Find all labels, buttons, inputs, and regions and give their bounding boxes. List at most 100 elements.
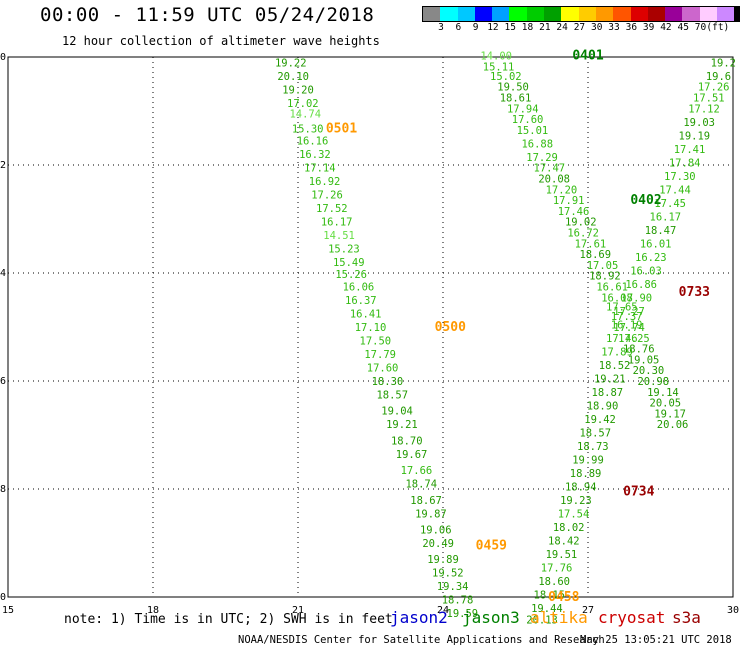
swh-data-label: 16.88	[521, 138, 553, 150]
pass-label: 0500	[435, 320, 466, 335]
swh-data-label: 16.92	[309, 176, 341, 188]
swh-data-label: 17.12	[688, 103, 720, 115]
color-swatch	[665, 7, 683, 21]
swh-data-label: 17.26	[311, 190, 343, 202]
swh-data-label: 17.37	[611, 311, 643, 323]
color-swatch	[492, 7, 510, 21]
swh-data-label: 19.42	[584, 414, 616, 426]
swh-data-label: 19.44	[531, 603, 563, 615]
legend-item: jason2	[390, 608, 448, 627]
swh-data-label: 17.26	[698, 82, 730, 94]
color-swatch	[613, 7, 631, 21]
swh-data-label: 18.52	[599, 360, 631, 372]
swh-data-label: 15.23	[328, 244, 360, 256]
swh-data-label: 18.60	[538, 576, 570, 588]
swh-data-label: 18.90	[587, 400, 619, 412]
swh-data-label: 17.46	[558, 206, 590, 218]
color-scale-label: 27	[573, 22, 586, 33]
swh-data-label: 14.00	[480, 50, 512, 62]
color-swatch	[423, 7, 441, 21]
swh-data-label: 19.34	[437, 581, 469, 593]
swh-data-label: 18.89	[570, 468, 602, 480]
swh-data-label: 18.57	[376, 390, 408, 402]
swh-data-label: 19.50	[497, 82, 529, 94]
color-scale-label: 15	[504, 22, 516, 33]
swh-data-label: 18.15	[534, 589, 566, 601]
color-scale-label: 21	[539, 22, 551, 33]
swh-data-label: 15.01	[517, 125, 549, 137]
swh-data-label: 16.86	[625, 279, 657, 291]
swh-data-label: 16.03	[630, 265, 662, 277]
swh-data-label: 18.57	[579, 427, 611, 439]
swh-data-label: 17.41	[674, 144, 706, 156]
color-scale-label: 6	[455, 22, 462, 33]
swh-data-label: 19.23	[560, 495, 592, 507]
color-scale-label: 3	[438, 22, 444, 33]
swh-data-label: 20.49	[422, 538, 454, 550]
color-swatch	[682, 7, 700, 21]
swh-data-label: 17.05	[587, 260, 619, 272]
swh-data-label: 17.30	[664, 171, 696, 183]
swh-data-label: 20.10	[277, 71, 309, 83]
swh-data-label: 17.46	[606, 333, 638, 345]
swh-data-label: 20.13	[526, 615, 558, 627]
color-scale-label: 39	[642, 22, 655, 33]
swh-data-label: 17.52	[316, 203, 348, 215]
swh-data-label: 17.84	[669, 157, 701, 169]
swh-data-label: 15.11	[483, 62, 515, 74]
swh-data-label: 17.47	[534, 163, 566, 175]
swh-data-label: 17.90	[621, 292, 653, 304]
legend-item: s3a	[672, 608, 701, 627]
y-tick-label: -50	[0, 592, 6, 603]
swh-data-label: 14.51	[323, 230, 355, 242]
swh-data-label: 19.20	[282, 84, 314, 96]
swh-data-label: 17.61	[575, 238, 607, 250]
swh-data-label: 19.19	[679, 130, 711, 142]
swh-data-label: 17.51	[693, 93, 725, 105]
color-swatch	[509, 7, 527, 21]
color-scale-label: 24	[556, 22, 568, 33]
swh-data-label: 16.32	[299, 149, 331, 161]
swh-data-label: 14.74	[289, 109, 321, 121]
swh-data-label: 18.69	[579, 249, 611, 261]
swh-data-label: 17.29	[526, 152, 558, 164]
swh-data-label: 16.06	[343, 282, 375, 294]
color-scale-label: 42	[660, 22, 672, 33]
swh-data-label: 17.10	[355, 322, 387, 334]
color-scale-label: 33	[608, 22, 620, 33]
color-scale-label: 12	[487, 22, 499, 33]
swh-data-label: 18.02	[553, 522, 585, 534]
pass-label: 0458	[548, 590, 579, 605]
swh-data-label: 16.61	[596, 282, 628, 294]
color-swatch	[647, 7, 666, 21]
swh-data-label: 17.45	[654, 198, 686, 210]
x-tick-label: 18	[147, 605, 159, 616]
swh-data-label: 19.89	[427, 554, 459, 566]
legend-item: cryosat	[598, 608, 666, 627]
color-swatch	[717, 7, 735, 21]
page-title: 00:00 - 11:59 UTC 05/24/2018	[40, 4, 375, 26]
swh-data-label: 18.30	[372, 376, 404, 388]
swh-data-label: 16.72	[567, 228, 599, 240]
color-swatch	[544, 7, 562, 21]
swh-data-label: 17.94	[507, 103, 539, 115]
swh-data-label: 17.74	[613, 322, 645, 334]
color-swatch	[474, 7, 493, 21]
swh-data-label: 18.67	[410, 495, 442, 507]
swh-data-label: 15.49	[333, 257, 365, 269]
swh-data-label: 18.70	[391, 435, 423, 447]
swh-data-label: 17.44	[659, 184, 691, 196]
swh-data-label: 19.17	[654, 408, 686, 420]
swh-data-label: 19.21	[594, 373, 626, 385]
swh-data-label: 18.94	[565, 481, 597, 493]
swh-data-label: 17.60	[512, 114, 544, 126]
swh-data-label: 19.02	[565, 217, 597, 229]
swh-data-label: 18.47	[645, 225, 677, 237]
color-swatch	[561, 7, 579, 21]
x-tick-label: 27	[582, 605, 594, 616]
swh-data-label: 19.22	[275, 57, 307, 69]
swh-data-label: 19.59	[447, 608, 479, 620]
swh-data-label: 16.17	[650, 211, 682, 223]
